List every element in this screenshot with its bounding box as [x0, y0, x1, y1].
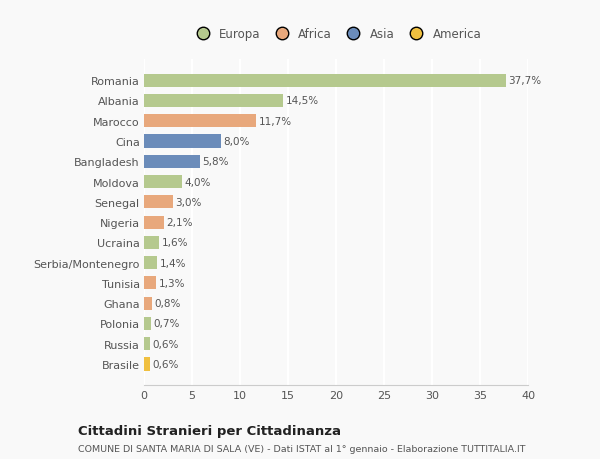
- Text: 1,6%: 1,6%: [162, 238, 188, 248]
- Text: Cittadini Stranieri per Cittadinanza: Cittadini Stranieri per Cittadinanza: [78, 425, 341, 437]
- Bar: [144, 277, 157, 290]
- Text: 8,0%: 8,0%: [223, 137, 250, 147]
- Text: 37,7%: 37,7%: [508, 76, 541, 86]
- Bar: [144, 257, 157, 269]
- Bar: [144, 176, 182, 189]
- Text: 4,0%: 4,0%: [185, 177, 211, 187]
- Text: 0,6%: 0,6%: [152, 359, 179, 369]
- Bar: [144, 236, 160, 249]
- Bar: [144, 358, 150, 371]
- Text: 11,7%: 11,7%: [259, 117, 292, 127]
- Bar: [144, 74, 506, 88]
- Text: 0,7%: 0,7%: [153, 319, 179, 329]
- Text: 14,5%: 14,5%: [286, 96, 319, 106]
- Text: 0,6%: 0,6%: [152, 339, 179, 349]
- Text: 1,4%: 1,4%: [160, 258, 187, 268]
- Text: 3,0%: 3,0%: [175, 197, 202, 207]
- Text: 0,8%: 0,8%: [154, 298, 181, 308]
- Text: 1,3%: 1,3%: [159, 278, 185, 288]
- Text: 5,8%: 5,8%: [202, 157, 229, 167]
- Bar: [144, 337, 150, 351]
- Bar: [144, 115, 256, 128]
- Bar: [144, 135, 221, 148]
- Bar: [144, 156, 200, 168]
- Text: 2,1%: 2,1%: [167, 218, 193, 228]
- Bar: [144, 216, 164, 229]
- Bar: [144, 297, 152, 310]
- Legend: Europa, Africa, Asia, America: Europa, Africa, Asia, America: [186, 23, 486, 45]
- Bar: [144, 196, 173, 209]
- Bar: [144, 317, 151, 330]
- Text: COMUNE DI SANTA MARIA DI SALA (VE) - Dati ISTAT al 1° gennaio - Elaborazione TUT: COMUNE DI SANTA MARIA DI SALA (VE) - Dat…: [78, 444, 526, 453]
- Bar: [144, 95, 283, 108]
